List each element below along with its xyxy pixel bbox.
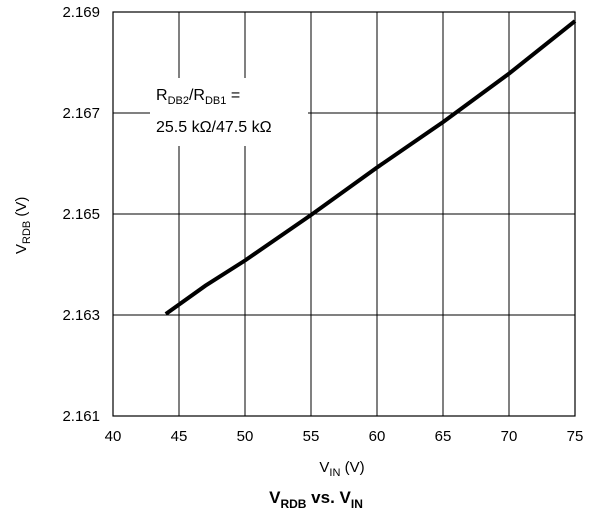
plot-frame	[112, 11, 576, 417]
title-sub-rdb: RDB	[280, 497, 306, 511]
annotation-background	[150, 78, 308, 146]
annotation-line-2: 25.5 kΩ/47.5 kΩ	[156, 119, 272, 136]
chart-title: VRDB vs. VIN	[269, 488, 363, 511]
x-label-sub: IN	[329, 467, 340, 479]
y-label-unit: (V)	[13, 197, 30, 221]
annotation-slash-r: /R	[189, 87, 205, 104]
y-tick-label: 2.165	[62, 206, 100, 223]
grid	[112, 11, 576, 417]
x-tick-label: 50	[237, 428, 254, 445]
x-tick-label: 60	[369, 428, 386, 445]
annotation-sub-db2: DB2	[168, 95, 189, 107]
x-tick-labels: 40 45 50 55 60 65 70 75	[105, 428, 584, 445]
x-tick-label: 65	[435, 428, 452, 445]
y-label-sub: RDB	[21, 221, 33, 244]
y-axis-label: VRDB (V)	[13, 197, 33, 254]
x-tick-label: 55	[303, 428, 320, 445]
y-tick-label: 2.169	[62, 4, 100, 21]
title-sub-in: IN	[351, 497, 363, 511]
x-tick-label: 70	[501, 428, 518, 445]
x-tick-label: 45	[171, 428, 188, 445]
y-tick-label: 2.163	[62, 307, 100, 324]
y-label-v: V	[13, 244, 30, 254]
y-tick-label: 2.161	[62, 408, 100, 425]
title-v1: V	[269, 488, 281, 507]
annotation-line-1: RDB2/RDB1 =	[156, 87, 240, 107]
x-label-v: V	[319, 459, 329, 476]
x-axis-label: VIN (V)	[319, 459, 364, 479]
title-vs: vs. V	[306, 488, 351, 507]
annotation-equals: =	[226, 87, 240, 104]
x-tick-label: 40	[105, 428, 122, 445]
y-tick-label: 2.167	[62, 105, 100, 122]
y-tick-labels: 2.161 2.163 2.165 2.167 2.169	[62, 4, 100, 425]
annotation-r: R	[156, 87, 168, 104]
series-line	[164, 19, 577, 316]
x-tick-label: 75	[567, 428, 584, 445]
x-label-unit: (V)	[340, 459, 364, 476]
annotation-sub-db1: DB1	[205, 95, 226, 107]
